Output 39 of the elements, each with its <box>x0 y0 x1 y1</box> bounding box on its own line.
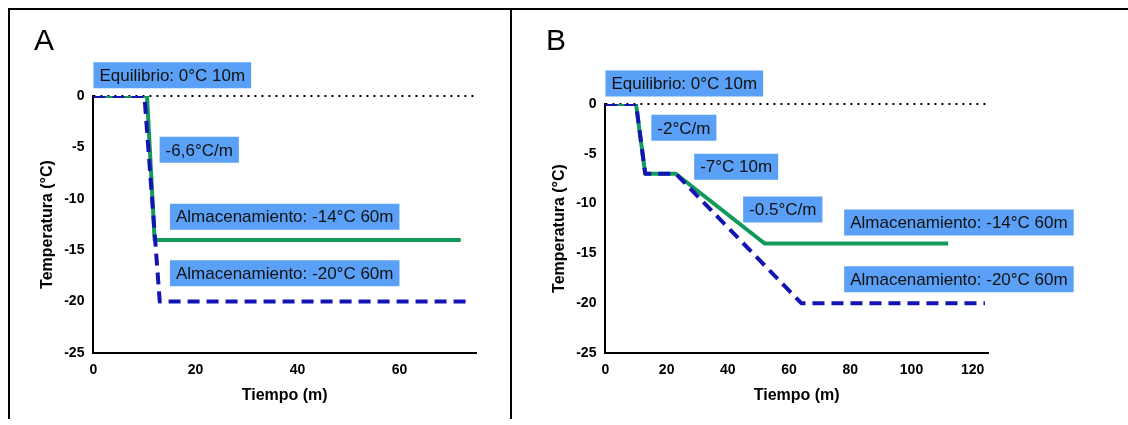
x-tick-label: 0 <box>89 361 98 378</box>
annotation: -0.5°C/m <box>749 200 817 220</box>
x-tick-label: 100 <box>899 361 924 378</box>
x-tick-label: 60 <box>391 361 408 378</box>
y-tick-label: -10 <box>576 194 597 211</box>
x-tick-label: 40 <box>720 361 736 378</box>
x-axis-title: Tiempo (m) <box>241 385 328 403</box>
y-tick-label: 0 <box>76 86 85 103</box>
annotation: Almacenamiento: -20°C 60m <box>850 269 1068 289</box>
x-tick-label: 120 <box>961 361 985 378</box>
y-axis-title: Temperatura (°C) <box>550 164 568 293</box>
annotation: Almacenamiento: -14°C 60m <box>850 213 1068 233</box>
y-tick-label: -25 <box>64 343 85 360</box>
y-tick-label: -15 <box>576 244 597 261</box>
y-tick-label: -20 <box>576 294 597 311</box>
text: Equilibrio: 0°C 10m <box>611 74 758 94</box>
x-tick-label: 0 <box>601 361 610 378</box>
chart-title: A <box>34 23 55 57</box>
x-axis-title: Tiempo (m) <box>753 385 840 403</box>
annotation: Almacenamiento: -14°C 60m <box>175 207 394 227</box>
chart-title: B <box>546 23 567 57</box>
x-tick-label: 40 <box>289 361 306 378</box>
x-tick-label: 20 <box>187 361 204 378</box>
y-tick-label: 0 <box>588 94 597 111</box>
annotation: Almacenamiento: -20°C 60m <box>175 263 394 283</box>
text: Equilibrio: 0°C 10m <box>99 65 246 85</box>
y-tick-label: -25 <box>576 343 597 360</box>
y-tick-label: -15 <box>64 241 85 258</box>
y-tick-label: -5 <box>71 138 85 155</box>
annotation: -6,6°C/m <box>165 140 233 160</box>
annotation: -2°C/m <box>657 118 711 138</box>
x-tick-label: 60 <box>781 361 798 378</box>
y-tick-label: -5 <box>583 144 597 161</box>
x-tick-label: 20 <box>658 361 675 378</box>
x-tick-label: 80 <box>842 361 859 378</box>
annotation: -7°C 10m <box>700 157 773 177</box>
y-tick-label: -20 <box>64 292 85 309</box>
y-tick-label: -10 <box>64 189 85 206</box>
y-axis-title: Temperatura (°C) <box>38 160 56 289</box>
